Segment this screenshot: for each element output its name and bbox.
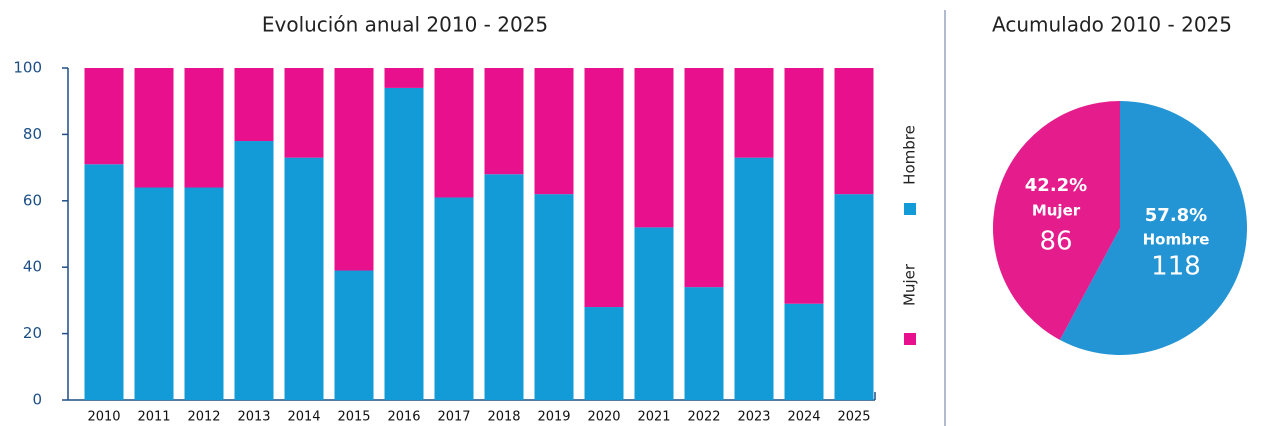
x-tick-label: 2023: [737, 410, 770, 425]
legend-label: Hombre: [901, 125, 919, 185]
pie-percentage: 57.8%: [1145, 205, 1207, 226]
bar-segment: [784, 303, 824, 400]
bar-segment: [584, 307, 624, 400]
x-tick-label: 2025: [837, 410, 870, 425]
bar-segment: [284, 68, 324, 158]
pie-slice: [1059, 101, 1247, 355]
x-tick-label: 2015: [337, 410, 370, 425]
bar-segment: [284, 157, 324, 400]
bar-segment: [234, 141, 274, 401]
pie-count: 118: [1151, 252, 1201, 282]
x-tick-label: 2021: [637, 410, 670, 425]
x-tick-label: 2010: [87, 410, 120, 425]
bar-segment: [684, 68, 724, 288]
pie-count: 86: [1039, 227, 1072, 257]
bar-segment: [534, 68, 574, 195]
bar-segment: [584, 68, 624, 308]
pie-category: Mujer: [1032, 202, 1081, 220]
bar-segment: [734, 68, 774, 158]
bar-segment: [334, 68, 374, 271]
bar-segment: [484, 174, 524, 400]
bar-segment: [84, 68, 124, 165]
bar-segment: [234, 68, 274, 142]
bar-segment: [134, 187, 174, 400]
y-tick-label: 100: [13, 59, 42, 77]
bar-segment: [684, 287, 724, 400]
x-tick-label: 2024: [787, 410, 820, 425]
legend-swatch: [904, 333, 916, 345]
x-tick-label: 2020: [587, 410, 620, 425]
pie-title: Acumulado 2010 - 2025: [992, 13, 1232, 37]
legend-label: Mujer: [901, 263, 919, 306]
x-tick-label: 2014: [287, 410, 320, 425]
bar-segment: [434, 197, 474, 400]
x-tick-label: 2018: [487, 410, 520, 425]
bar-segment: [134, 68, 174, 188]
bar-segment: [334, 270, 374, 400]
y-tick-label: 40: [23, 258, 42, 276]
x-tick-label: 2019: [537, 410, 570, 425]
legend-swatch: [904, 203, 916, 215]
y-tick-label: 60: [23, 191, 42, 209]
y-tick-label: 20: [23, 324, 42, 342]
bar-segment: [184, 68, 224, 188]
bar-segment: [784, 68, 824, 304]
y-tick-label: 0: [32, 391, 42, 409]
bar-segment: [484, 68, 524, 175]
pie-percentage: 42.2%: [1025, 175, 1087, 196]
bar-segment: [734, 157, 774, 400]
pie-category: Hombre: [1143, 231, 1210, 249]
bar-segment: [384, 68, 424, 88]
x-tick-label: 2013: [237, 410, 270, 425]
x-tick-label: 2011: [137, 410, 170, 425]
x-tick-label: 2012: [187, 410, 220, 425]
bar-title: Evolución anual 2010 - 2025: [262, 13, 548, 37]
bar-segment: [384, 87, 424, 401]
x-tick-label: 2017: [437, 410, 470, 425]
bar-segment: [834, 194, 874, 400]
bar-segment: [634, 227, 674, 400]
pie-slice: [992, 100, 1120, 340]
bar-segment: [184, 187, 224, 400]
y-tick-label: 80: [23, 125, 42, 143]
bar-segment: [834, 68, 874, 195]
bar-segment: [534, 194, 574, 400]
bar-segment: [434, 68, 474, 198]
x-tick-label: 2016: [387, 410, 420, 425]
bar-segment: [84, 164, 124, 400]
bar-segment: [634, 68, 674, 228]
x-tick-label: 2022: [687, 410, 720, 425]
